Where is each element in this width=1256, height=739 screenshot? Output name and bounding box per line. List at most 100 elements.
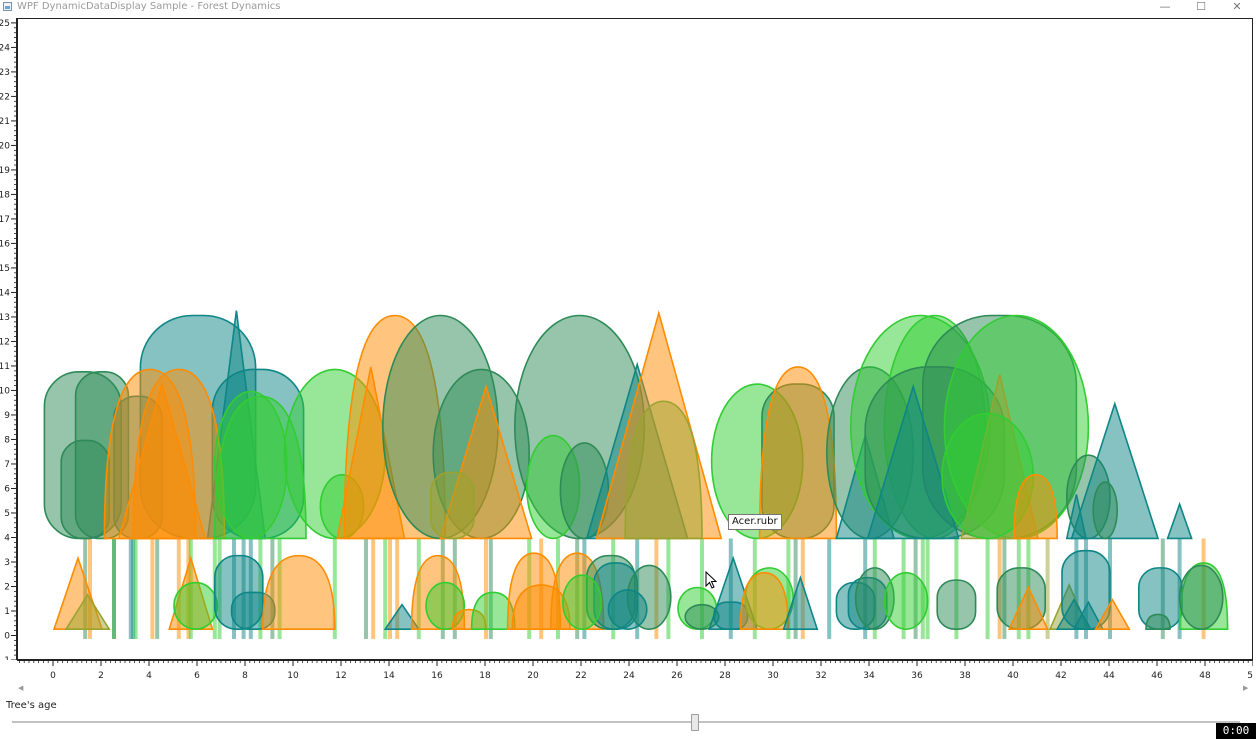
tree-crown[interactable] [782,575,819,630]
x-tick-label: 40 [1007,671,1019,681]
y-tick-label: 10 [0,386,10,396]
tree-stem [128,538,133,639]
tree-age-slider-track[interactable] [12,721,1240,723]
tree-crown[interactable] [866,383,960,540]
x-tick-label: 12 [335,671,346,681]
y-tick-label: 16 [0,239,10,249]
tree-crown[interactable] [1178,564,1224,630]
y-tick-label: 13 [0,313,10,323]
title-bar: WPF DynamicDataDisplay Sample - Forest D… [0,0,1256,14]
y-tick-label: 4 [4,533,10,543]
tree-age-slider-thumb[interactable] [690,714,699,731]
tree-crown[interactable] [383,603,421,630]
tree-crown[interactable] [60,439,111,540]
x-axis-svg: 0 2 4 6 8 10 12 14 16 18 20 22 24 26 28 30 32 34 36 38 40 42 4… [17,660,1253,681]
tree-stem [88,538,92,639]
minimize-button[interactable]: — [1159,0,1171,13]
tree-stem [395,538,400,639]
x-tick-label: 16 [431,671,443,681]
tree-tooltip: Acer.rubr [728,514,782,530]
y-tick-label: 22 [0,92,10,102]
tree-stem [484,538,488,639]
y-tick-label: 14 [0,288,10,298]
x-tick-label: 6 [194,671,200,681]
close-button[interactable]: ✕ [1232,0,1242,13]
y-tick-label: 9 [4,411,10,421]
tree-crown[interactable] [883,571,929,630]
tree-crown[interactable] [1092,481,1118,540]
tree-stem [383,538,388,639]
x-tick-label: 24 [623,671,635,681]
y-tick-label: 25 [0,19,10,29]
x-tick-label: 26 [671,671,683,681]
tree-crown[interactable] [429,471,475,540]
slider-label: Tree's age [6,700,57,711]
chart-plot-area[interactable] [17,18,1253,660]
tree-stem [332,538,337,639]
tree-crown[interactable] [624,400,703,540]
y-tick-label: 15 [0,264,10,274]
y-tick-label: 8 [4,435,10,445]
tree-stem [388,538,392,639]
y-tick-label: 21 [0,117,10,127]
x-tick-label: 32 [815,671,826,681]
tree-stem [793,538,798,639]
x-tick-label: 44 [1103,671,1115,681]
tree-stem [1045,538,1050,639]
tree-stem [364,538,368,639]
tree-crown[interactable] [1094,598,1131,630]
tree-stem [176,538,181,639]
y-tick-label: 5 [4,509,10,519]
tree-crown[interactable] [117,381,207,540]
tree-age-slider-group: Tree's age [4,700,1250,735]
tree-crown[interactable] [1007,585,1049,630]
tree-crown[interactable] [1145,613,1171,630]
maximize-button[interactable]: ☐ [1196,0,1206,13]
tree-crown[interactable] [607,589,648,630]
y-tick-label: 17 [0,215,10,225]
forest-plot[interactable] [18,19,1253,660]
tree-crown[interactable] [1166,501,1193,540]
x-tick-label: 38 [959,671,971,681]
app-icon [3,2,12,11]
y-tick-label: 3 [4,558,10,568]
y-tick-label: 24 [0,43,10,53]
tree-crown[interactable] [739,571,790,630]
tree-stem [155,538,160,639]
mouse-cursor-icon [705,571,717,589]
x-tick-label: 34 [863,671,875,681]
tree-crown[interactable] [936,579,977,630]
x-tick-label: 36 [911,671,923,681]
y-tick-label: 2 [4,582,10,592]
y-tick-label: 0 [4,631,10,641]
tree-crown[interactable] [173,581,219,630]
tree-stem [371,538,376,639]
tree-crown[interactable] [1072,600,1105,630]
x-tick-label: 18 [479,671,491,681]
scroll-left-arrow[interactable]: ◀ [18,684,24,692]
window-title: WPF DynamicDataDisplay Sample - Forest D… [17,1,281,12]
tree-stem [925,538,930,639]
x-tick-label: 10 [287,671,299,681]
tree-stem [133,538,138,639]
tree-crown[interactable] [1065,494,1087,540]
y-tick-label: -1 [1,656,10,660]
tree-crown[interactable] [561,574,602,630]
tree-crown[interactable] [64,593,111,630]
tree-stem [488,538,493,639]
x-tick-label: 42 [1055,671,1066,681]
x-tick-label: 0 [50,671,56,681]
y-tick-label: 6 [4,484,10,494]
tree-crown[interactable] [1013,473,1059,540]
tree-stem [112,538,116,639]
tree-crown[interactable] [261,554,336,630]
x-axis: 0 2 4 6 8 10 12 14 16 18 20 22 24 26 28 30 32 34 36 38 40 42 4… [17,660,1253,684]
x-tick-label: 28 [719,671,731,681]
x-tick-label: 22 [575,671,586,681]
y-tick-label: 7 [4,460,10,470]
tree-stem [150,538,155,639]
x-tick-label: 2 [98,671,104,681]
y-tick-label: 1 [4,607,10,617]
scroll-right-arrow[interactable]: ▶ [1243,684,1249,692]
y-tick-label: 23 [0,68,10,78]
